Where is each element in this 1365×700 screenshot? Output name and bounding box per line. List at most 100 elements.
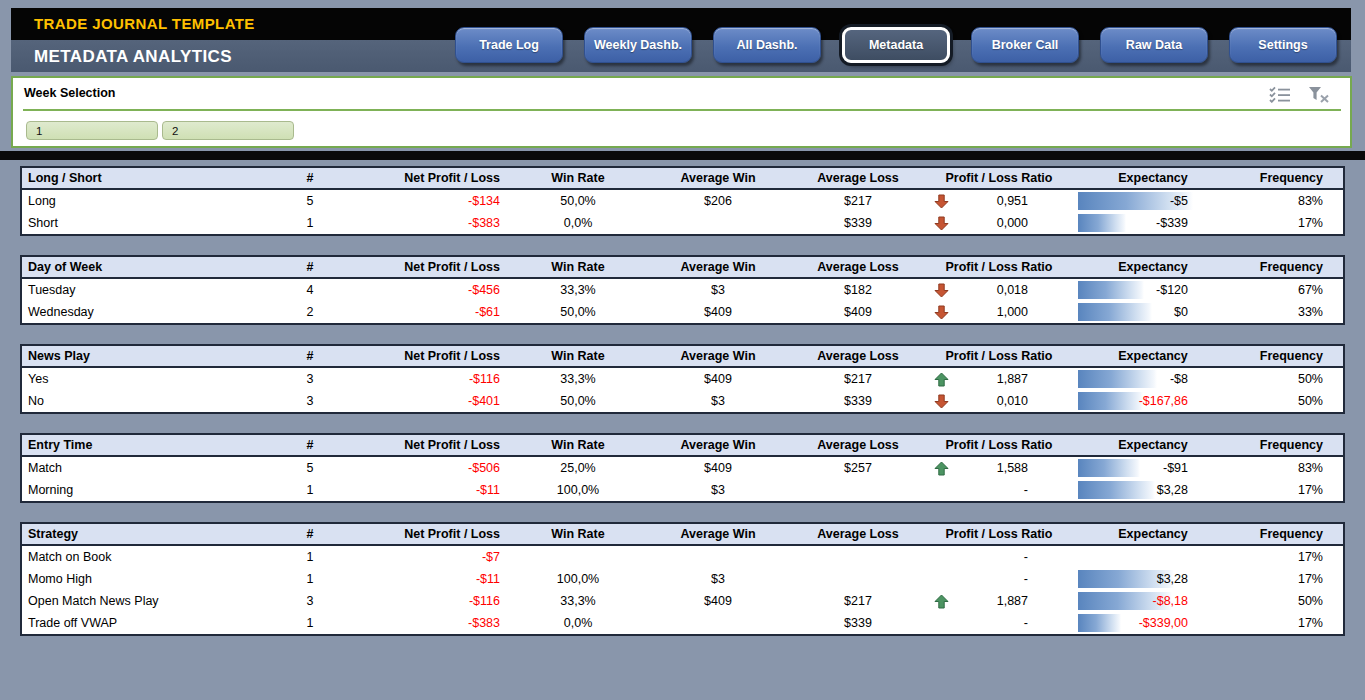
frequency-cell: 67% (1220, 283, 1343, 297)
column-header-win-rate: Win Rate (508, 438, 648, 452)
table-header-row: Long / Short#Net Profit / LossWin RateAv… (22, 168, 1343, 190)
ratio-cell: - (928, 616, 1070, 630)
nav-button-settings[interactable]: Settings (1229, 27, 1337, 63)
up-arrow-icon (934, 372, 950, 387)
ratio-value: 0,951 (950, 194, 1070, 208)
count-cell: 1 (290, 216, 330, 230)
ratio-value: 1,887 (950, 594, 1070, 608)
expectancy-cell: -$8 (1070, 370, 1220, 388)
column-header-net-profit-loss: Net Profit / Loss (330, 527, 508, 541)
win-rate-cell: 50,0% (508, 394, 648, 408)
clear-filter-icon[interactable] (1308, 86, 1330, 103)
up-arrow-icon (934, 461, 950, 476)
avg-loss-cell: $409 (788, 305, 928, 319)
count-cell: 1 (290, 572, 330, 586)
frequency-cell: 33% (1220, 305, 1343, 319)
down-arrow-icon (934, 305, 950, 320)
expectancy-value: -$120 (1078, 281, 1198, 299)
avg-win-cell: $3 (648, 283, 788, 297)
column-header-win-rate: Win Rate (508, 171, 648, 185)
column-header-: # (290, 527, 330, 541)
nav-button-weekly-dashb[interactable]: Weekly Dashb. (584, 27, 692, 63)
net-pl-cell: -$11 (330, 572, 508, 586)
ratio-value: 1,887 (950, 372, 1070, 386)
row-label-cell: Tuesday (22, 283, 290, 297)
count-cell: 1 (290, 550, 330, 564)
avg-loss-cell: $339 (788, 616, 928, 630)
row-label-cell: Short (22, 216, 290, 230)
expectancy-value: $3,28 (1078, 481, 1198, 499)
table-row: Trade off VWAP1-$3830,0%$339--$339,0017% (22, 612, 1343, 634)
avg-loss-cell: $339 (788, 216, 928, 230)
table-row: Long5-$13450,0%$206$2170,951-$583% (22, 190, 1343, 212)
nav-buttons: Trade Log Weekly Dashb. All Dashb. Metadata… (455, 27, 1337, 63)
column-header-frequency: Frequency (1220, 260, 1343, 274)
nav-button-metadata[interactable]: Metadata (842, 27, 950, 63)
expectancy-bar-area: $3,28 (1078, 481, 1198, 499)
expectancy-value: -$8 (1078, 370, 1198, 388)
table-header-row: Day of Week#Net Profit / LossWin RateAve… (22, 257, 1343, 279)
column-header-expectancy: Expectancy (1070, 438, 1220, 452)
column-header-average-win: Average Win (648, 527, 788, 541)
ratio-value: 0,010 (950, 394, 1070, 408)
slicer-title: Week Selection (24, 86, 115, 100)
frequency-cell: 83% (1220, 194, 1343, 208)
expectancy-bar-area (1078, 548, 1198, 566)
down-arrow-icon (934, 394, 950, 409)
table-title: Long / Short (22, 171, 290, 185)
slicer-separator (23, 109, 1341, 111)
win-rate-cell: 0,0% (508, 616, 648, 630)
frequency-cell: 17% (1220, 483, 1343, 497)
expectancy-cell: -$339,00 (1070, 614, 1220, 632)
up-arrow-icon (934, 594, 950, 609)
expectancy-bar-area: -$339,00 (1078, 614, 1198, 632)
avg-win-cell: $409 (648, 594, 788, 608)
expectancy-bar-area: -$339 (1078, 214, 1198, 232)
table-row: Short1-$3830,0%$3390,000-$33917% (22, 212, 1343, 234)
ratio-cell: 0,010 (928, 394, 1070, 409)
count-cell: 5 (290, 194, 330, 208)
nav-button-broker-call[interactable]: Broker Call (971, 27, 1079, 63)
count-cell: 3 (290, 394, 330, 408)
slicer-item-1[interactable]: 1 (26, 121, 158, 140)
ratio-value: 1,588 (950, 461, 1070, 475)
column-header-win-rate: Win Rate (508, 527, 648, 541)
nav-button-trade-log[interactable]: Trade Log (455, 27, 563, 63)
column-header-expectancy: Expectancy (1070, 349, 1220, 363)
ratio-cell: 1,887 (928, 372, 1070, 387)
table-row: Tuesday4-$45633,3%$3$1820,018-$12067% (22, 279, 1343, 301)
expectancy-cell: -$339 (1070, 214, 1220, 232)
analytics-table-news-play: News Play#Net Profit / LossWin RateAvera… (20, 344, 1345, 414)
win-rate-cell: 0,0% (508, 216, 648, 230)
down-arrow-icon (934, 216, 950, 231)
column-header-: # (290, 171, 330, 185)
net-pl-cell: -$7 (330, 550, 508, 564)
expectancy-value: -$167,86 (1078, 392, 1198, 410)
expectancy-bar-area: -$8,18 (1078, 592, 1198, 610)
down-arrow-icon (934, 194, 950, 209)
table-row: Match on Book1-$7-17% (22, 546, 1343, 568)
count-cell: 2 (290, 305, 330, 319)
column-header-average-loss: Average Loss (788, 171, 928, 185)
net-pl-cell: -$61 (330, 305, 508, 319)
nav-button-raw-data[interactable]: Raw Data (1100, 27, 1208, 63)
expectancy-value: $3,28 (1078, 570, 1198, 588)
nav-button-all-dashb[interactable]: All Dashb. (713, 27, 821, 63)
frequency-cell: 50% (1220, 594, 1343, 608)
row-label-cell: Yes (22, 372, 290, 386)
column-header-profit-loss-ratio: Profit / Loss Ratio (928, 171, 1070, 185)
slicer-item-2[interactable]: 2 (162, 121, 294, 140)
frequency-cell: 17% (1220, 216, 1343, 230)
net-pl-cell: -$506 (330, 461, 508, 475)
column-header-average-loss: Average Loss (788, 438, 928, 452)
row-label-cell: Open Match News Play (22, 594, 290, 608)
table-row: Momo High1-$11100,0%$3-$3,2817% (22, 568, 1343, 590)
column-header-frequency: Frequency (1220, 527, 1343, 541)
multi-select-icon[interactable] (1269, 86, 1291, 103)
avg-loss-cell: $257 (788, 461, 928, 475)
avg-loss-cell: $217 (788, 372, 928, 386)
table-row: Yes3-$11633,3%$409$2171,887-$850% (22, 368, 1343, 390)
ratio-value: - (950, 550, 1070, 564)
expectancy-cell: -$120 (1070, 281, 1220, 299)
frequency-cell: 83% (1220, 461, 1343, 475)
